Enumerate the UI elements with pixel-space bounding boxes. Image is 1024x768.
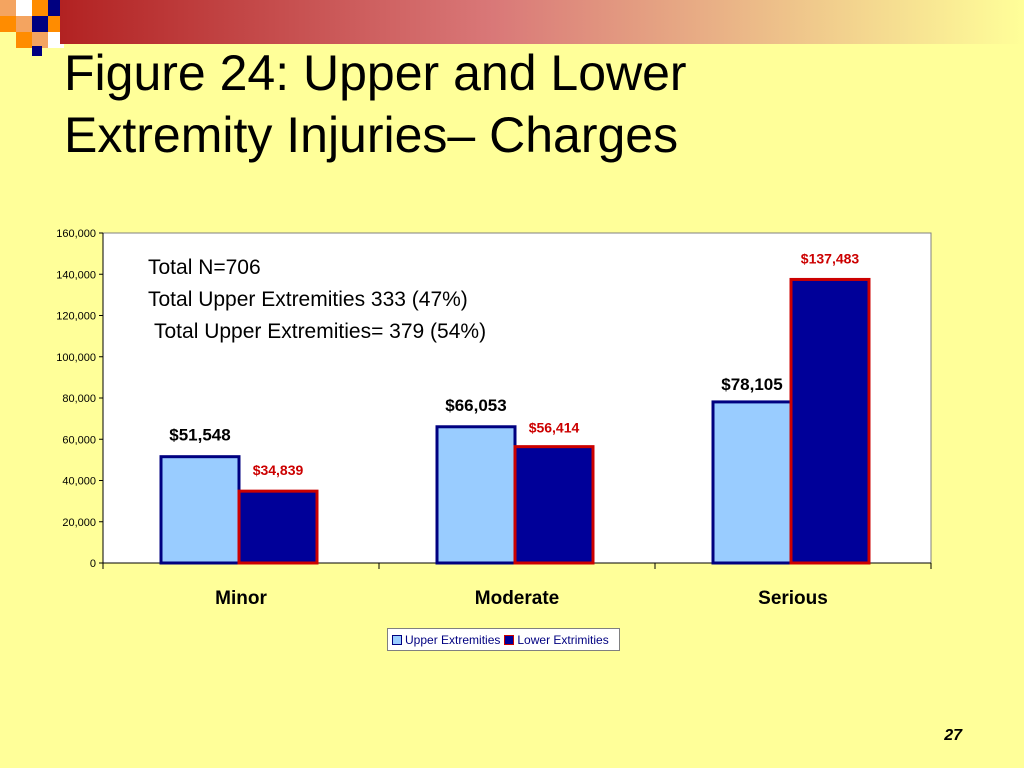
legend-label-lower: Lower Extrimities [517,632,609,647]
chart-legend: Upper Extremities Lower Extrimities [387,628,620,651]
note-total-upper: Total Upper Extremities 333 (47%) [148,288,468,311]
slide-title: Figure 24: Upper and Lower Extremity Inj… [64,42,964,166]
bar-lower-minor [237,489,319,565]
bar-upper-minor [159,455,241,565]
category-label-moderate: Moderate [475,588,559,609]
y-tick-label: 140,000 [56,269,96,281]
data-label-lower-minor: $34,839 [253,462,304,478]
legend-label-upper: Upper Extremities [405,632,501,647]
y-tick-label: 0 [90,558,96,570]
y-tick-label: 120,000 [56,311,96,323]
data-label-lower-serious: $137,483 [801,250,860,266]
data-label-upper-serious: $78,105 [721,375,782,394]
y-tick-label: 20,000 [62,517,96,529]
y-tick-label: 100,000 [56,352,96,364]
y-tick-label: 80,000 [62,393,96,405]
y-tick-label: 60,000 [62,434,96,446]
legend-swatch-lower [504,634,515,645]
y-tick-label: 160,000 [56,228,96,240]
data-label-upper-moderate: $66,053 [445,396,506,415]
bar-upper-serious [711,400,793,565]
title-accent-bar [60,0,1024,44]
category-label-minor: Minor [215,588,267,609]
slide-title-line-1: Figure 24: Upper and Lower [64,45,687,101]
bar-lower-moderate [513,445,595,565]
legend-item-lower: Lower Extrimities [504,632,609,647]
data-label-lower-moderate: $56,414 [529,420,580,436]
data-label-upper-minor: $51,548 [169,426,230,445]
bar-lower-serious [789,277,871,565]
legend-item-upper: Upper Extremities [392,633,500,647]
slide-title-line-2: Extremity Injuries– Charges [64,107,679,163]
bar-upper-moderate [435,425,517,565]
page-number: 27 [944,727,962,744]
category-label-serious: Serious [758,588,828,609]
legend-swatch-upper [392,634,402,645]
y-tick-label: 40,000 [62,476,96,488]
note-total-n: Total N=706 [148,256,261,279]
note-total-upper-2: Total Upper Extremities= 379 (54%) [154,320,487,343]
